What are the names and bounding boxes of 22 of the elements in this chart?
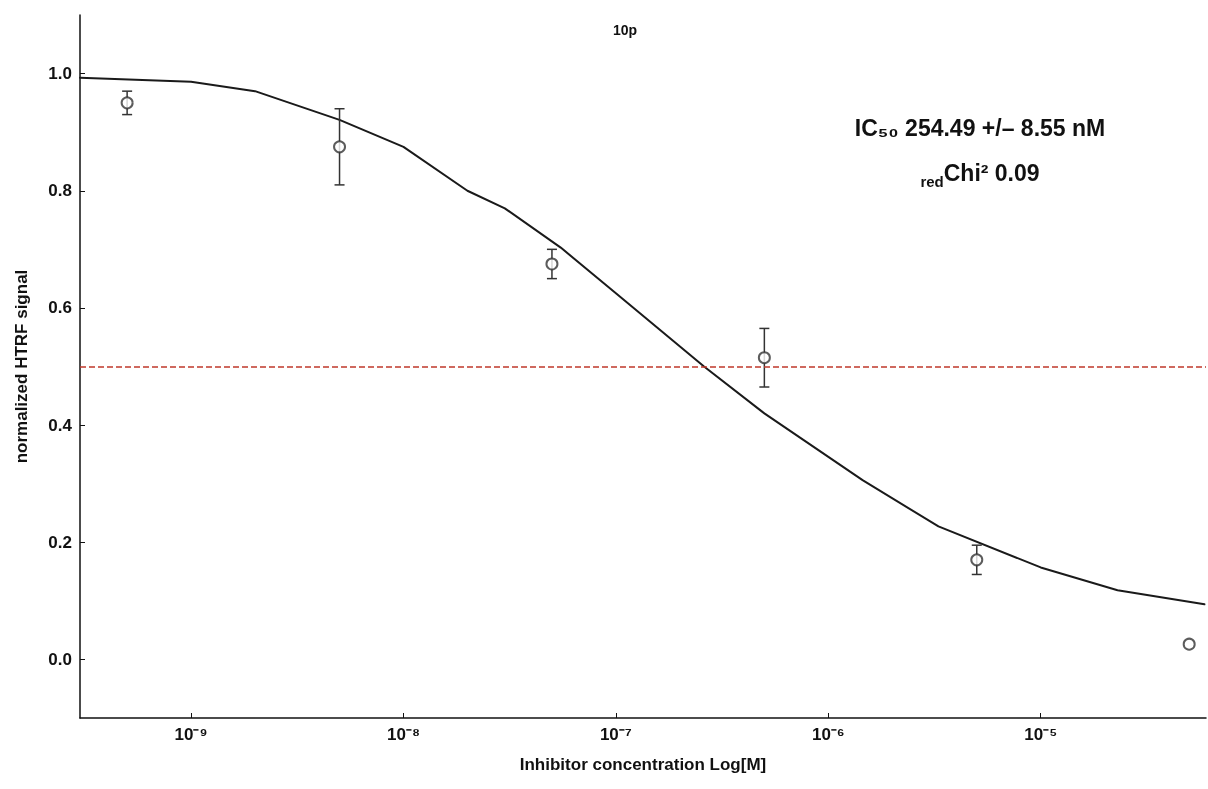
x-tick-label: 10⁻⁶: [811, 725, 845, 744]
y-tick-label: 0.8: [48, 181, 72, 201]
y-tick-label: 1.0: [48, 64, 72, 84]
point: [970, 553, 984, 567]
point: [120, 96, 134, 110]
x-tick-label: 10⁻⁸: [387, 725, 420, 744]
y-tick-label: 0.2: [48, 532, 72, 552]
annotation: IC₅₀ 254.49 +/– 8.55 nM: [854, 115, 1106, 142]
y-tick-label: 0.0: [48, 649, 72, 669]
point: [333, 140, 347, 154]
x-tick-label: 10⁻⁹: [174, 725, 208, 744]
text: 10p: [612, 22, 638, 38]
y-axis-title: normalized HTRF signal: [12, 269, 31, 464]
x-axis-title: Inhibitor concentration Log[M]: [519, 755, 767, 774]
x-tick-label: 10⁻⁵: [1024, 725, 1058, 744]
point: [545, 257, 559, 271]
y-tick-label: 0.4: [48, 415, 73, 435]
point: [1182, 637, 1196, 651]
y-tick-label: 0.6: [48, 298, 72, 318]
point: [757, 351, 771, 365]
x-tick-label: 10⁻⁷: [599, 725, 632, 744]
annotation: $_{red}$Chi² 0.09: [920, 160, 1040, 190]
